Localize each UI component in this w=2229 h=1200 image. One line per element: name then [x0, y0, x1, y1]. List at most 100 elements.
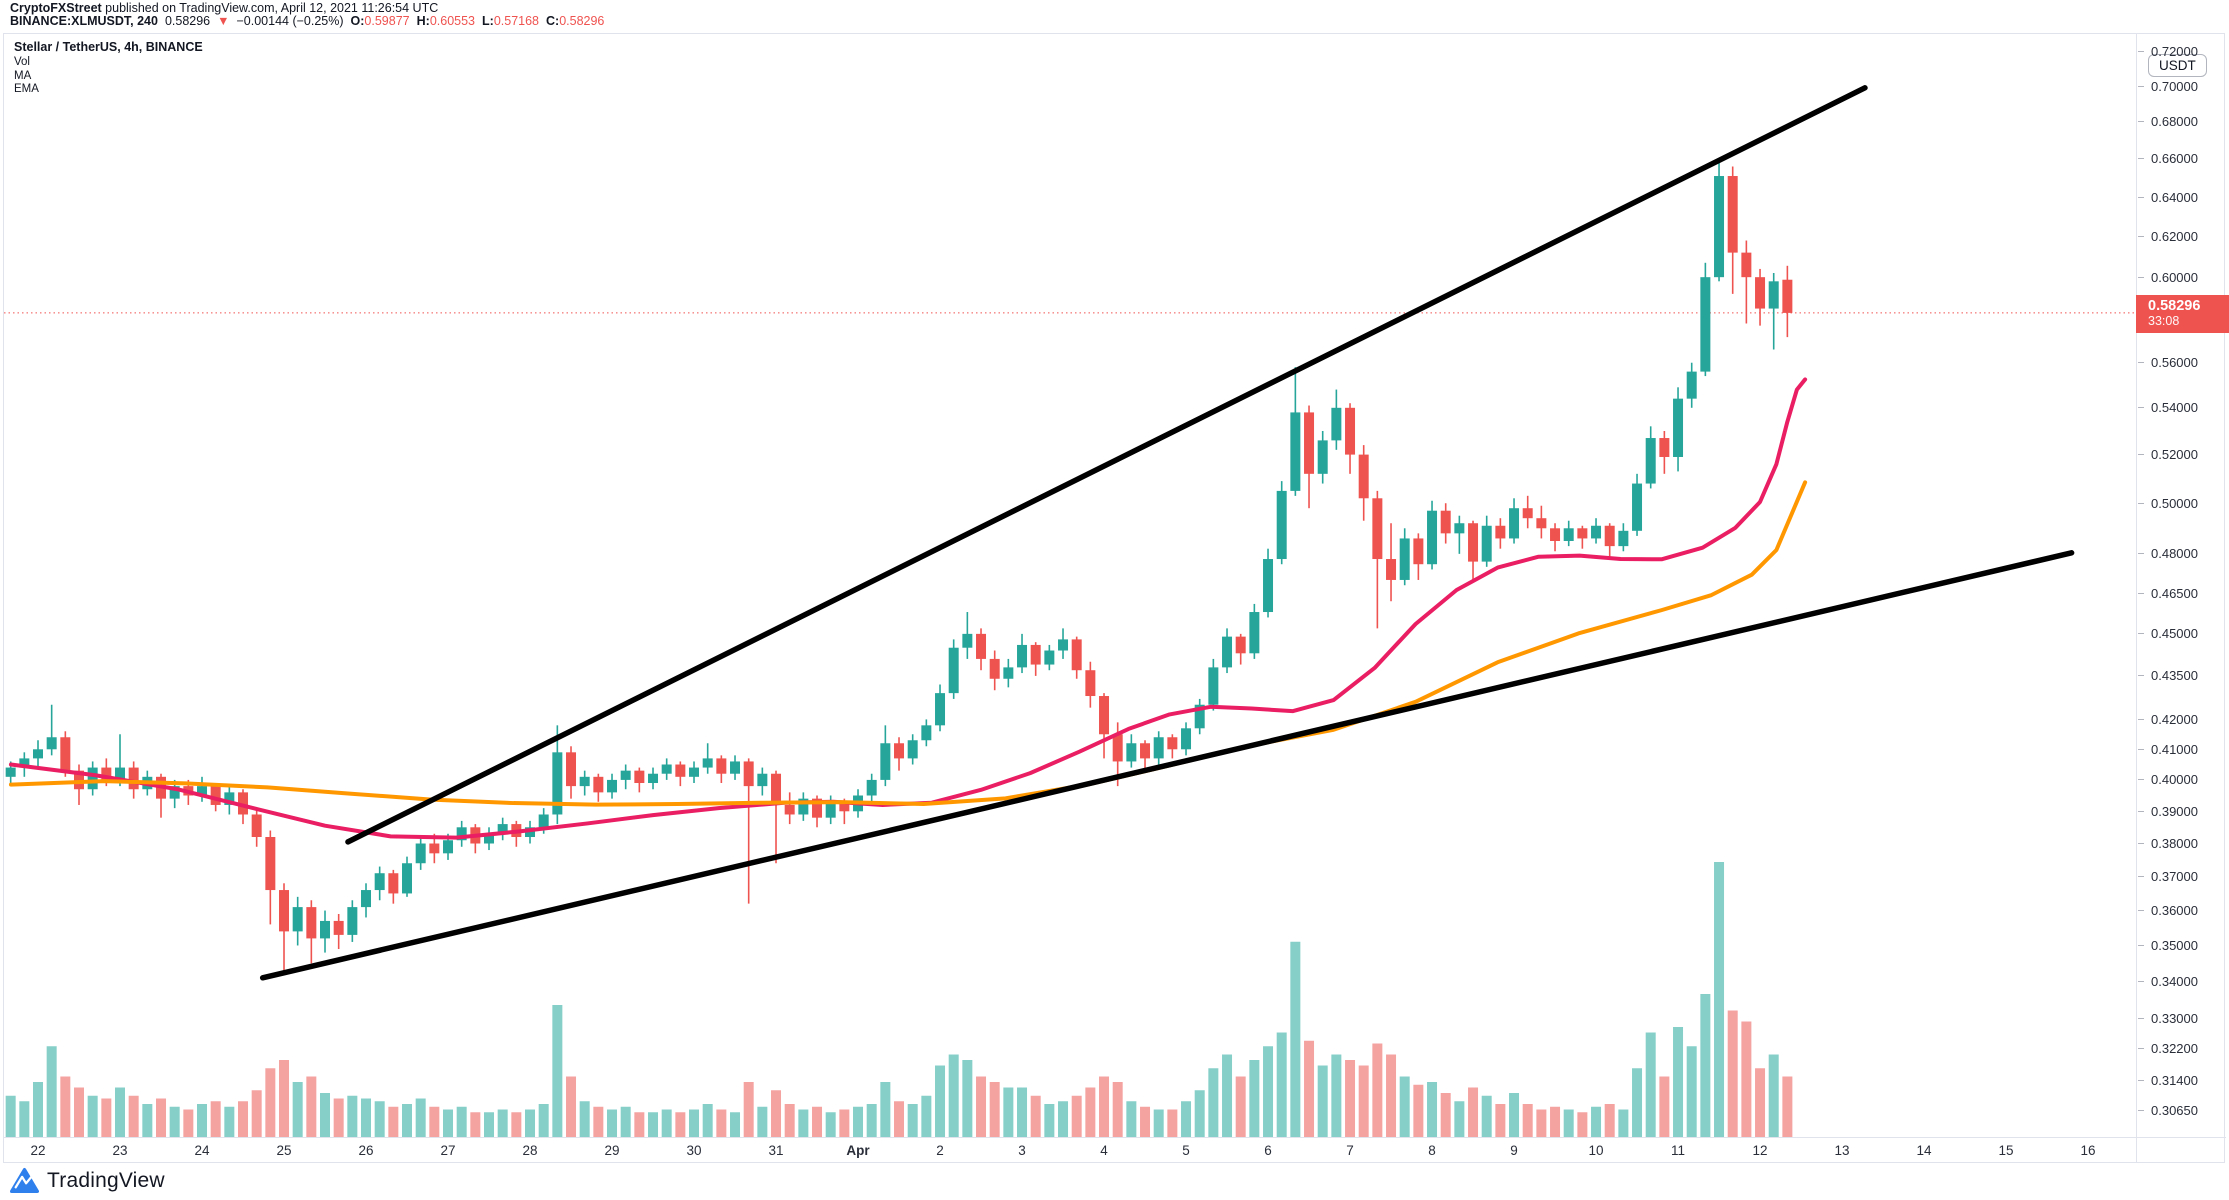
time-axis-label: 22 — [30, 1143, 46, 1158]
price-axis-label: 0.34000 — [2138, 972, 2198, 990]
price-axis-label: 0.54000 — [2138, 399, 2198, 417]
last-price-value: 0.58296 — [164, 14, 211, 28]
price-axis-label: 0.46500 — [2138, 584, 2198, 602]
price-tick-mark — [2138, 1079, 2144, 1081]
price-tick-mark — [2138, 196, 2144, 198]
chart-legend[interactable]: Stellar / TetherUS, 4h, BINANCE Vol MA E… — [14, 40, 203, 96]
price-axis-label: 0.31400 — [2138, 1071, 2198, 1089]
time-axis-label: 23 — [112, 1143, 128, 1158]
legend-symbol-title[interactable]: Stellar / TetherUS, 4h, BINANCE — [14, 40, 203, 54]
time-axis-label: 26 — [358, 1143, 374, 1158]
time-axis-label: Apr — [846, 1143, 870, 1158]
price-tick-mark — [2138, 910, 2144, 912]
price-axis-label: 0.41000 — [2138, 740, 2198, 758]
price-tick-mark — [2138, 85, 2144, 87]
time-axis-label: 3 — [1018, 1143, 1026, 1158]
price-axis-label: 0.35000 — [2138, 936, 2198, 954]
time-axis-label: 12 — [1752, 1143, 1768, 1158]
price-tick-mark — [2138, 362, 2144, 364]
candle-countdown: 33:08 — [2148, 314, 2180, 328]
legend-item-ma[interactable]: MA — [14, 69, 32, 82]
time-axis-label: 28 — [522, 1143, 538, 1158]
price-tick-mark — [2138, 553, 2144, 555]
price-tick-mark — [2138, 944, 2144, 946]
time-axis-label: 10 — [1588, 1143, 1604, 1158]
price-tick-mark — [2138, 158, 2144, 160]
price-tick-mark — [2138, 407, 2144, 409]
time-axis-label: 15 — [1998, 1143, 2014, 1158]
price-tick-mark — [2138, 810, 2144, 812]
time-axis-label: 8 — [1428, 1143, 1436, 1158]
publish-header: CryptoFXStreet published on TradingView.… — [10, 2, 438, 15]
tradingview-logo-text: TradingView — [47, 1168, 165, 1192]
symbol-header: BINANCE:XLMUSDT, 240 0.58296 ▼ −0.00144 (−0… — [10, 15, 604, 28]
time-axis-label: 14 — [1916, 1143, 1932, 1158]
price-axis-label: 0.37000 — [2138, 868, 2198, 886]
chart-pane[interactable] — [3, 33, 2225, 1163]
time-axis-label: 5 — [1182, 1143, 1190, 1158]
price-axis-label: 0.43500 — [2138, 667, 2198, 685]
price-tick-mark — [2138, 50, 2144, 52]
price-axis-label: 0.56000 — [2138, 354, 2198, 372]
price-axis-label: 0.60000 — [2138, 268, 2198, 286]
down-arrow-icon: ▼ — [217, 14, 230, 28]
publisher-name: CryptoFXStreet — [10, 1, 102, 15]
price-tick-mark — [2138, 1017, 2144, 1019]
time-axis-label: 25 — [276, 1143, 292, 1158]
price-tick-mark — [2138, 779, 2144, 781]
price-axis-label: 0.72000 — [2138, 42, 2198, 60]
open-label: O: — [350, 14, 365, 28]
price-tick-mark — [2138, 748, 2144, 750]
price-tick-mark — [2138, 675, 2144, 677]
time-axis-label: 13 — [1834, 1143, 1850, 1158]
price-axis-label: 0.39000 — [2138, 802, 2198, 820]
low-value: 0.57168 — [493, 14, 539, 28]
price-tick-mark — [2138, 1048, 2144, 1050]
legend-item-vol[interactable]: Vol — [14, 56, 30, 68]
tradingview-watermark[interactable]: TradingView — [10, 1167, 165, 1194]
price-axis-label: 0.68000 — [2138, 113, 2198, 131]
price-axis-label: 0.70000 — [2138, 77, 2198, 95]
price-axis-divider — [2136, 33, 2137, 1163]
price-axis-label: 0.48000 — [2138, 545, 2198, 563]
low-label: L: — [482, 14, 494, 28]
open-value: 0.59877 — [364, 14, 410, 28]
high-value: 0.60553 — [429, 14, 475, 28]
price-axis-label: 0.50000 — [2138, 494, 2198, 512]
tradingview-logo-icon — [10, 1168, 39, 1193]
time-axis-label: 2 — [936, 1143, 944, 1158]
time-axis-label: 29 — [604, 1143, 620, 1158]
publish-info: published on TradingView.com, April 12, … — [101, 1, 439, 15]
high-label: H: — [416, 14, 430, 28]
time-axis-divider — [3, 1137, 2226, 1138]
price-axis-label: 0.62000 — [2138, 228, 2198, 246]
time-axis-label: 30 — [686, 1143, 702, 1158]
price-tick-mark — [2138, 718, 2144, 720]
time-axis-label: 11 — [1670, 1143, 1685, 1158]
time-axis-label: 7 — [1346, 1143, 1354, 1158]
last-price-label: 0.58296 33:08 — [2136, 295, 2229, 333]
price-axis-label: 0.33000 — [2138, 1009, 2198, 1027]
price-tick-mark — [2138, 1109, 2144, 1111]
price-tick-mark — [2138, 276, 2144, 278]
legend-item-ema[interactable]: EMA — [14, 83, 39, 95]
price-axis-label: 0.64000 — [2138, 188, 2198, 206]
currency-unit-badge[interactable]: USDT — [2148, 54, 2207, 77]
price-tick-mark — [2138, 502, 2144, 504]
price-tick-mark — [2138, 454, 2144, 456]
time-axis-label: 9 — [1510, 1143, 1518, 1158]
time-axis-label: 31 — [768, 1143, 784, 1158]
last-price-label-value: 0.58296 — [2148, 298, 2201, 314]
price-axis-label: 0.30650 — [2138, 1101, 2198, 1119]
price-axis-label: 0.66000 — [2138, 150, 2198, 168]
close-value: 0.58296 — [559, 14, 605, 28]
symbol-name: BINANCE:XLMUSDT, 240 — [10, 14, 158, 28]
time-axis-label: 6 — [1264, 1143, 1272, 1158]
price-axis-label: 0.36000 — [2138, 902, 2198, 920]
time-axis-label: 27 — [440, 1143, 456, 1158]
close-label: C: — [546, 14, 560, 28]
price-tick-mark — [2138, 843, 2144, 844]
price-change: −0.00144 (−0.25%) — [236, 14, 344, 28]
price-axis-label: 0.32200 — [2138, 1040, 2198, 1058]
